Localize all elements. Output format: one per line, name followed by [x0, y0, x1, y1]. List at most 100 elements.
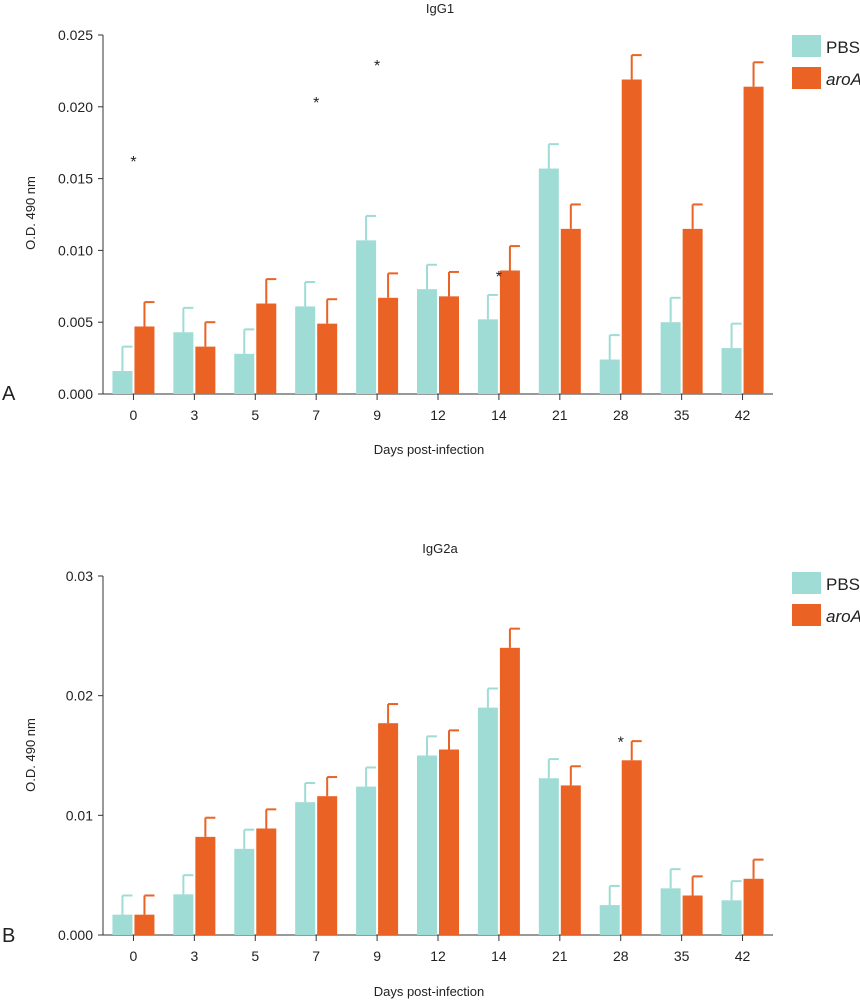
- bar-aroa-day-0: [134, 914, 155, 935]
- significance-marker: *: [374, 58, 380, 75]
- bar-aroa-day-9: [378, 723, 399, 935]
- bar-aroa-day-12: [439, 749, 459, 935]
- chart-title-b: IgG2a: [422, 541, 458, 556]
- y-tick-label: 0.01: [66, 807, 93, 823]
- x-tick-label: 3: [190, 407, 198, 423]
- bar-aroa-day-14: [499, 270, 520, 394]
- chart-panel-a: IgG1 A O.D. 490 nm Days post-infection 0…: [2, 1, 860, 457]
- x-tick-label: 9: [373, 948, 381, 964]
- bar-pbs-day-14: [477, 319, 498, 394]
- legend-label-pbs-a: PBS: [826, 38, 860, 57]
- chart-title-a: IgG1: [426, 1, 454, 16]
- x-tick-label: 9: [373, 407, 381, 423]
- x-tick-label: 5: [251, 407, 259, 423]
- significance-marker: *: [313, 95, 319, 112]
- legend-swatch-aroa-a: [792, 67, 821, 89]
- x-tick-label: 0: [130, 948, 138, 964]
- bar-aroa-day-12: [439, 296, 459, 394]
- bar-aroa-day-7: [317, 323, 338, 394]
- bar-pbs-day-12: [417, 755, 437, 935]
- y-axis-title-b: O.D. 490 nm: [23, 718, 38, 792]
- legend-swatch-aroa-b: [792, 604, 821, 626]
- legend-b: PBS aroA: [792, 572, 860, 626]
- chart-panel-b: IgG2a B O.D. 490 nm Days post-infection …: [2, 541, 860, 999]
- x-tick-label: 28: [613, 948, 629, 964]
- bar-pbs-day-35: [660, 888, 681, 935]
- bar-pbs-day-5: [234, 848, 255, 935]
- significance-marker: *: [496, 269, 502, 286]
- bar-aroa-day-7: [317, 796, 338, 935]
- bar-pbs-day-42: [721, 348, 742, 394]
- bar-pbs-day-28: [599, 359, 620, 394]
- x-tick-label: 28: [613, 407, 629, 423]
- bar-aroa-day-35: [682, 228, 703, 394]
- bar-aroa-day-5: [256, 303, 277, 394]
- y-tick-label: 0.020: [58, 99, 93, 115]
- x-tick-label: 42: [735, 948, 751, 964]
- x-tick-label: 35: [674, 407, 690, 423]
- bar-pbs-day-3: [173, 894, 194, 935]
- bar-pbs-day-5: [234, 353, 255, 394]
- x-tick-label: 0: [130, 407, 138, 423]
- legend-a: PBS aroA: [792, 35, 860, 89]
- bar-aroa-day-3: [195, 836, 216, 935]
- bar-pbs-day-35: [660, 322, 681, 394]
- bar-pbs-day-42: [721, 900, 742, 935]
- bar-pbs-day-21: [538, 168, 559, 394]
- bar-aroa-day-28: [621, 760, 642, 935]
- x-tick-label: 14: [491, 948, 507, 964]
- legend-label-pbs-b: PBS: [826, 575, 860, 594]
- bar-pbs-day-0: [112, 914, 133, 935]
- bar-aroa-day-21: [560, 785, 581, 935]
- bar-aroa-day-14: [499, 647, 520, 935]
- significance-marker: *: [130, 154, 136, 171]
- bar-aroa-day-28: [621, 79, 642, 395]
- bar-pbs-day-21: [538, 778, 559, 935]
- y-axis-title-a: O.D. 490 nm: [23, 176, 38, 250]
- x-tick-label: 12: [430, 407, 446, 423]
- bar-aroa-day-42: [743, 86, 764, 395]
- bar-aroa-day-21: [560, 228, 581, 394]
- x-tick-label: 42: [735, 407, 751, 423]
- bar-pbs-day-9: [356, 786, 377, 935]
- bar-pbs-day-7: [295, 306, 316, 394]
- x-tick-label: 21: [552, 407, 568, 423]
- x-tick-label: 14: [491, 407, 507, 423]
- bar-pbs-day-9: [356, 240, 377, 394]
- x-tick-label: 3: [190, 948, 198, 964]
- x-tick-label: 5: [251, 948, 259, 964]
- panel-letter-a: A: [2, 383, 16, 405]
- x-tick-label: 12: [430, 948, 446, 964]
- bar-pbs-day-3: [173, 332, 194, 394]
- bar-aroa-day-0: [134, 326, 155, 394]
- legend-label-aroa-a: aroA: [826, 70, 860, 89]
- bar-aroa-day-5: [256, 828, 277, 935]
- bar-pbs-day-12: [417, 289, 437, 394]
- bar-pbs-day-7: [295, 802, 316, 935]
- x-tick-label: 7: [312, 948, 320, 964]
- y-tick-label: 0.005: [58, 314, 93, 330]
- y-tick-label: 0.025: [58, 27, 93, 43]
- bar-pbs-day-0: [112, 371, 133, 394]
- y-tick-label: 0.015: [58, 171, 93, 187]
- y-tick-label: 0.02: [66, 688, 93, 704]
- y-tick-label: 0.000: [58, 927, 93, 943]
- x-tick-label: 35: [674, 948, 690, 964]
- bar-aroa-day-3: [195, 346, 216, 394]
- x-axis-title-b: Days post-infection: [374, 984, 485, 999]
- bar-aroa-day-35: [682, 895, 703, 935]
- x-tick-label: 7: [312, 407, 320, 423]
- bar-pbs-day-28: [599, 905, 620, 935]
- bar-pbs-day-14: [477, 707, 498, 935]
- y-tick-label: 0.000: [58, 386, 93, 402]
- panel-letter-b: B: [2, 925, 15, 947]
- legend-label-aroa-b: aroA: [826, 607, 860, 626]
- x-axis-title-a: Days post-infection: [374, 442, 485, 457]
- x-tick-label: 21: [552, 948, 568, 964]
- y-tick-label: 0.010: [58, 242, 93, 258]
- legend-swatch-pbs-a: [792, 35, 821, 57]
- y-tick-label: 0.03: [66, 568, 93, 584]
